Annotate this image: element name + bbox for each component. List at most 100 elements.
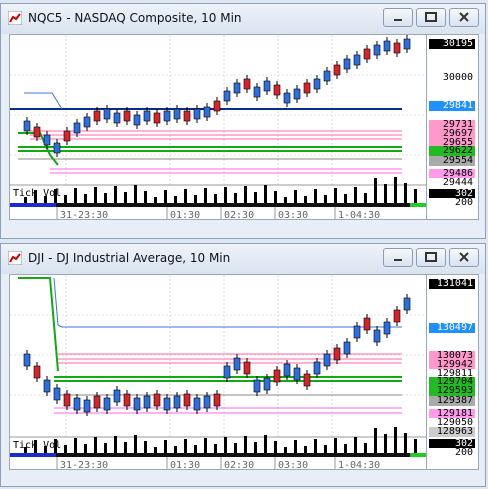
candle-body [213,100,221,112]
close-button[interactable] [449,8,479,27]
volume-bar [394,177,397,203]
volume-axis-label: 302 [429,189,475,199]
window-titlebar[interactable]: NQC5 - NASDAQ Composite, 10 Min [1,4,485,34]
candle-body [153,393,161,407]
volume-bar [174,196,177,203]
session-bar-start [10,453,56,457]
candlestick-chart[interactable]: Tick Vol 31-23:30 01:30 02:30 03:30 1-04:30 [10,275,427,470]
volume-bar [214,194,217,203]
volume-bar [224,187,227,203]
volume-bar [144,191,147,203]
close-button[interactable] [449,248,479,267]
volume-bar [164,190,167,203]
volume-bar [344,194,347,203]
volume-bar [134,435,137,453]
time-axis-label: 01:30 [170,210,200,220]
minimize-button[interactable] [383,248,413,267]
candle-body [313,361,321,375]
candle-body [363,317,371,331]
maximize-button[interactable] [416,248,446,267]
candle-body [113,389,121,403]
price-level-label: 129593 [429,386,475,396]
price-level-label: 128963 [429,427,475,437]
time-axis-label: 02:30 [224,460,254,470]
candle-body [73,397,81,411]
candle-body [253,86,261,98]
candle-body [53,387,61,401]
candle-body [143,395,151,409]
candle-body [303,82,311,94]
candle-body [123,110,131,122]
dji-chart-window[interactable]: DJI - DJ Industrial Average, 10 Min Tick… [0,243,486,487]
candle-body [353,325,361,339]
nasdaq-chart-window[interactable]: NQC5 - NASDAQ Composite, 10 Min Tick Vol… [0,3,486,239]
price-level-label: 29655 [429,138,475,148]
candle-body [373,329,381,343]
candle-body [93,395,101,409]
level-line-green-step [18,277,59,372]
window-title: NQC5 - NASDAQ Composite, 10 Min [28,11,242,25]
volume-bar [134,185,137,203]
volume-bar [284,447,287,453]
price-level-label: 129050 [429,418,475,428]
volume-bar [204,438,207,453]
candle-body [103,108,111,120]
volume-bar [284,197,287,203]
price-chart-area[interactable]: Tick Vol 31-23:30 01:30 02:30 03:30 1-04:30 [9,34,427,220]
volume-bar [124,192,127,203]
volume-axis-label: 200 [429,198,475,208]
candle-body [133,397,141,411]
session-bar-end [410,453,426,457]
volume-bar [334,188,337,203]
volume-bar [384,184,387,203]
volume-bar [254,192,257,203]
price-level-label: 130073 [429,351,475,361]
level-line-green-step [18,132,59,166]
candle-body [163,397,171,411]
candle-body [313,78,321,90]
maximize-button[interactable] [416,8,446,27]
volume-bar [154,197,157,203]
candle-body [233,82,241,94]
volume-bar [294,190,297,203]
price-level-label: 29697 [429,129,475,139]
time-axis-label: 02:30 [224,210,254,220]
price-level-label: 29731 [429,120,475,130]
volume-bar [54,189,57,203]
minimize-button[interactable] [383,8,413,27]
candle-body [363,48,371,60]
volume-bar [24,197,27,203]
candle-body [353,54,361,66]
volume-bar [214,444,217,453]
price-level-label: 30000 [429,73,475,83]
candle-body [293,88,301,100]
window-titlebar[interactable]: DJI - DJ Industrial Average, 10 Min [1,244,485,274]
candle-body [143,110,151,122]
chart-app-icon [8,251,22,265]
maximize-icon [425,12,437,22]
candle-body [53,142,61,154]
volume-bar [404,183,407,203]
candle-body [393,309,401,323]
level-line-blue-step [24,92,63,110]
candle-body [73,122,81,134]
volume-bar [354,187,357,203]
candle-body [183,393,191,407]
volume-bar [384,434,387,453]
volume-bar [244,436,247,453]
minimize-icon [394,19,402,21]
volume-bar [304,446,307,453]
volume-bar [274,441,277,453]
candlestick-chart[interactable]: Tick Vol 31-23:30 01:30 02:30 03:30 1-04:30 [10,35,427,220]
candle-body [273,84,281,96]
price-axis: 131041 130497 130073 129942 129811 129704 1295… [427,274,479,470]
volume-bar [354,437,357,453]
price-level-label: 29554 [429,156,475,166]
volume-bar [314,439,317,453]
price-chart-area[interactable]: Tick Vol 31-23:30 01:30 02:30 03:30 1-04:30 [9,274,427,470]
candle-body [343,341,351,355]
volume-bar [234,193,237,203]
volume-bar [84,194,87,203]
maximize-icon [425,252,437,262]
candle-body [163,110,171,122]
